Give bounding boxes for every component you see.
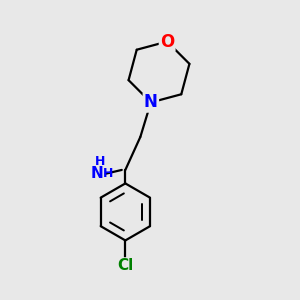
Text: N: N bbox=[144, 93, 158, 111]
Text: O: O bbox=[160, 33, 174, 51]
Text: H: H bbox=[103, 167, 113, 180]
Text: N: N bbox=[91, 166, 104, 181]
Text: H: H bbox=[95, 155, 105, 168]
Text: Cl: Cl bbox=[117, 258, 134, 273]
